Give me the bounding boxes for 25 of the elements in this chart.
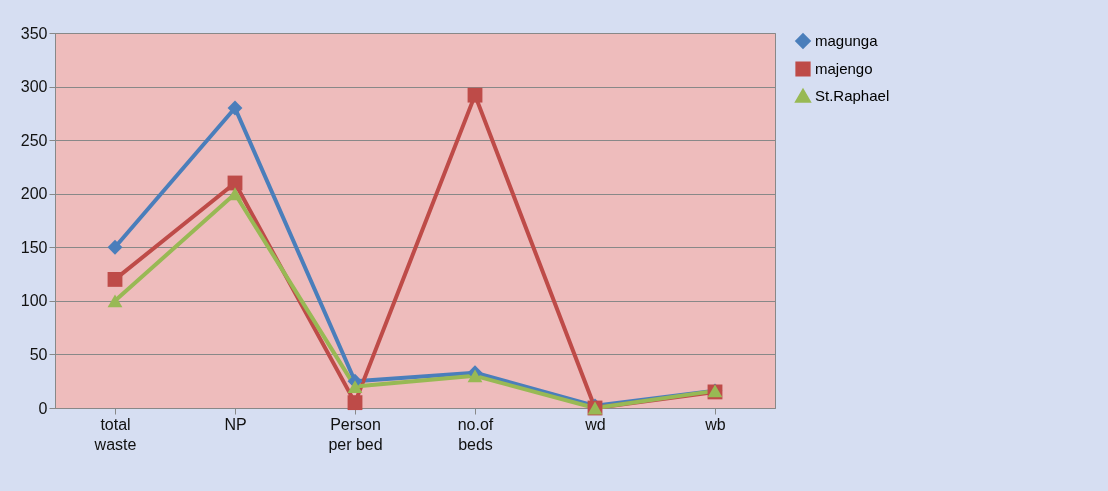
y-tick-label: 150: [20, 238, 48, 256]
y-tick-label: 300: [20, 78, 48, 96]
y-tick-label: 0: [38, 399, 48, 417]
x-tick-label: NP: [224, 415, 247, 433]
x-tick-label: total waste: [93, 415, 137, 453]
point: [467, 369, 483, 383]
y-tick-label: 350: [20, 24, 48, 42]
point: [467, 87, 483, 103]
point: [347, 395, 363, 411]
y-tick-label: 200: [20, 185, 48, 203]
legend-label: majengo: [815, 60, 873, 77]
legend-label: St.Raphael: [815, 87, 890, 104]
point: [107, 272, 123, 287]
y-tick-label: 250: [20, 131, 48, 149]
x-tick-label: Person per bed: [328, 415, 383, 453]
legend-label: magunga: [815, 32, 879, 49]
y-tick-label: 100: [20, 292, 48, 310]
point: [107, 239, 123, 255]
y-tick-label: 50: [29, 345, 48, 363]
x-tick-label: no.of beds: [457, 415, 494, 453]
x-tick-label: wb: [704, 415, 726, 433]
point: [107, 294, 123, 308]
point: [227, 100, 243, 116]
x-tick-label: wd: [584, 415, 606, 433]
point: [347, 380, 363, 393]
